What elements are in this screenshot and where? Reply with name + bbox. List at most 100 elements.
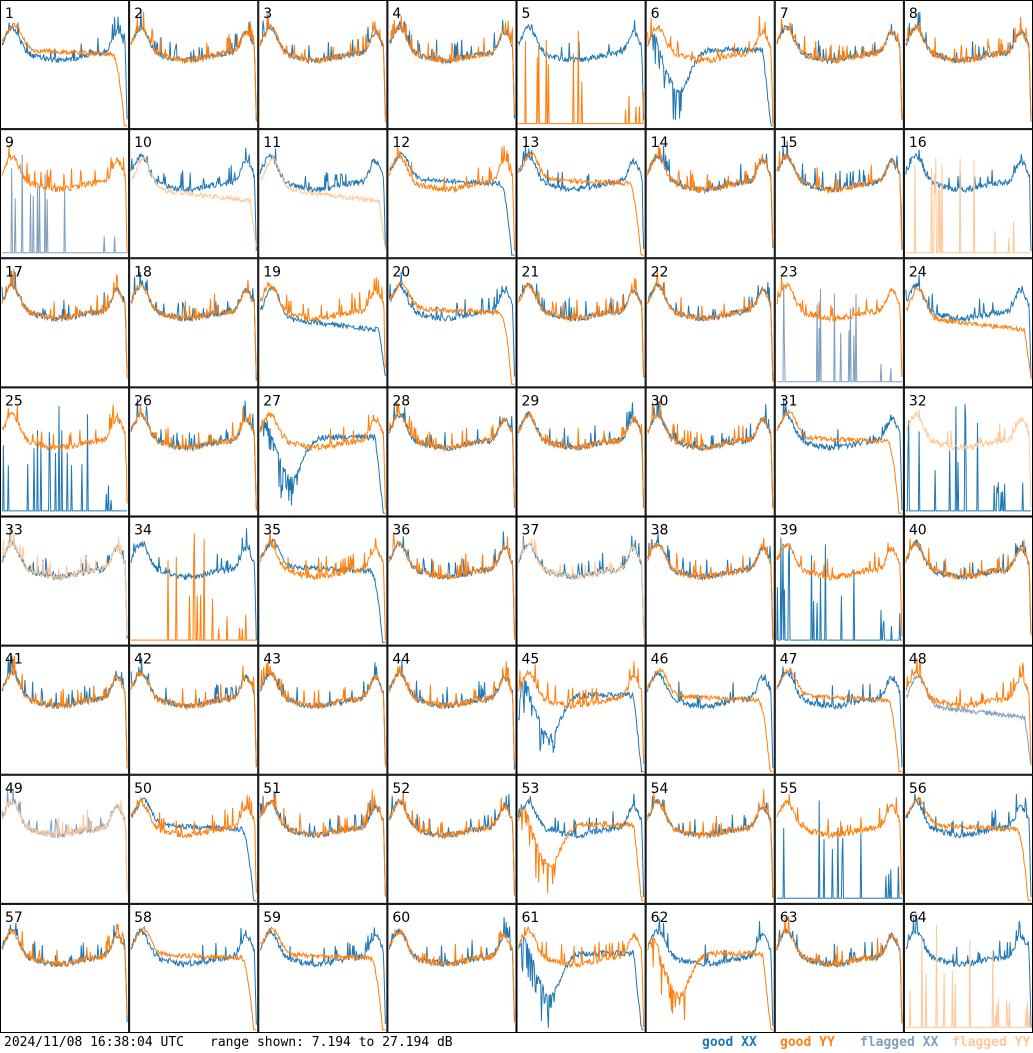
panel-frame (258, 129, 388, 259)
panel-43: 43 (258, 645, 388, 775)
panel-frame (387, 903, 517, 1033)
panel-label: 56 (909, 781, 927, 797)
series-yy-panel-11 (259, 154, 386, 250)
panel-5: 5 (516, 0, 646, 130)
panel-15: 15 (774, 129, 904, 259)
series-xx-panel-15 (776, 140, 903, 250)
panel-33: 33 (0, 516, 130, 646)
panel-frame (774, 258, 904, 388)
panel-64: 64 (903, 903, 1033, 1033)
panel-frame (645, 387, 775, 517)
panel-label: 38 (651, 523, 669, 539)
panel-frame (516, 129, 646, 259)
series-xx-panel-25 (2, 405, 128, 512)
series-xx-panel-59 (259, 927, 386, 1025)
series-yy-panel-32 (905, 409, 1032, 508)
panel-label: 43 (263, 652, 281, 668)
series-yy-panel-24 (905, 286, 1032, 379)
series-xx-panel-45 (518, 679, 644, 773)
series-yy-panel-6 (647, 16, 774, 124)
series-yy-panel-31 (776, 408, 902, 514)
panel-frame (645, 645, 775, 775)
panel-label: 31 (780, 393, 798, 409)
range-label: range shown: 7.194 to 27.194 dB (210, 1035, 453, 1050)
series-yy-panel-41 (1, 655, 128, 769)
panel-21: 21 (516, 258, 646, 388)
series-xx-panel-8 (905, 11, 1032, 122)
series-xx-panel-1 (1, 16, 128, 120)
panel-label: 3 (263, 6, 272, 22)
series-yy-panel-39 (776, 542, 903, 637)
panel-label: 37 (522, 523, 540, 539)
panel-label: 55 (780, 781, 798, 797)
panel-26: 26 (129, 387, 259, 517)
series-xx-panel-18 (130, 271, 257, 381)
panel-label: 41 (5, 652, 23, 668)
panel-31: 31 (774, 387, 904, 517)
series-xx-panel-63 (776, 922, 903, 1024)
panel-60: 60 (387, 903, 517, 1033)
panel-54: 54 (645, 774, 775, 904)
panel-37: 37 (516, 516, 646, 646)
panel-27: 27 (258, 387, 388, 517)
series-yy-panel-46 (647, 666, 773, 773)
panel-label: 59 (263, 910, 281, 926)
series-yy-panel-20 (389, 280, 515, 385)
panel-29: 29 (516, 387, 646, 517)
series-yy-panel-42 (130, 665, 257, 768)
panel-46: 46 (645, 645, 775, 775)
panel-58: 58 (129, 903, 259, 1033)
panel-frame (645, 903, 775, 1033)
panel-label: 52 (392, 781, 410, 797)
panel-frame (129, 129, 259, 259)
series-xx-panel-6 (647, 32, 773, 127)
panel-frame (387, 0, 517, 130)
panel-18: 18 (129, 258, 259, 388)
series-xx-panel-51 (259, 791, 386, 897)
series-yy-panel-14 (647, 144, 774, 248)
panel-frame (645, 774, 775, 904)
series-xx-panel-20 (388, 271, 515, 377)
series-xx-panel-12 (389, 151, 515, 256)
panel-label: 22 (651, 264, 669, 280)
series-yy-panel-12 (388, 145, 515, 251)
series-xx-panel-28 (388, 405, 515, 508)
series-yy-panel-61 (518, 925, 645, 1028)
panel-frame (258, 516, 388, 646)
series-yy-panel-13 (518, 151, 644, 256)
series-xx-panel-23 (776, 283, 902, 383)
series-yy-panel-37 (518, 536, 645, 639)
panel-frame (258, 903, 388, 1033)
panel-label: 29 (522, 393, 540, 409)
panel-label: 51 (263, 781, 281, 797)
panel-label: 21 (522, 264, 540, 280)
series-xx-panel-60 (388, 916, 515, 1023)
panel-label: 62 (651, 910, 669, 926)
series-yy-panel-27 (259, 411, 386, 509)
panel-frame (258, 387, 388, 517)
series-yy-panel-48 (905, 658, 1032, 765)
panel-32: 32 (903, 387, 1033, 517)
panel-label: 57 (5, 910, 23, 926)
series-yy-panel-15 (776, 151, 903, 251)
series-xx-panel-36 (388, 531, 515, 636)
series-yy-panel-59 (260, 926, 386, 1031)
series-yy-panel-33 (1, 529, 128, 636)
panel-label: 13 (522, 135, 540, 151)
series-yy-panel-23 (776, 276, 903, 377)
panel-63: 63 (774, 903, 904, 1033)
panel-53: 53 (516, 774, 646, 904)
panel-frame (516, 0, 646, 130)
panel-49: 49 (0, 774, 130, 904)
series-xx-panel-57 (1, 923, 128, 1023)
panel-label: 18 (134, 264, 152, 280)
panel-20: 20 (387, 258, 517, 388)
panel-frame (774, 129, 904, 259)
panel-frame (129, 903, 259, 1033)
panel-label: 33 (5, 523, 23, 539)
panel-48: 48 (903, 645, 1033, 775)
series-yy-panel-17 (1, 269, 128, 379)
series-yy-panel-3 (259, 13, 386, 123)
series-yy-panel-18 (130, 280, 257, 379)
